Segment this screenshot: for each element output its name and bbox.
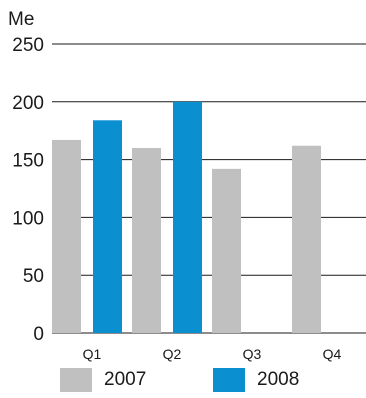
y-tick-label: 0 [33,324,44,345]
bar-2007-Q1 [52,139,81,333]
legend-label-2008: 2008 [257,369,300,390]
bar-2008-Q1 [93,120,122,334]
y-axis-label: Me [8,9,34,30]
y-tick-label: 150 [12,151,44,172]
bar-2007-Q4 [292,145,321,333]
legend: 2007 2008 [60,368,360,398]
x-tick-label: Q4 [323,346,342,362]
x-tick-label: Q2 [163,346,182,362]
y-tick-label: 100 [12,208,44,229]
y-tick-label: 50 [23,266,44,287]
x-tick-label: Q3 [243,346,262,362]
bar-2007-Q2 [132,148,161,333]
y-tick-label: 250 [12,35,44,56]
legend-label-2007: 2007 [104,369,147,390]
y-tick-label: 200 [12,93,44,114]
legend-swatch-2008 [213,368,245,392]
legend-swatch-2007 [60,368,92,392]
bar-2008-Q2 [173,101,202,333]
bar-2007-Q3 [212,168,241,333]
bars [52,101,321,334]
legend-item-2007: 2007 [60,368,146,392]
x-tick-label: Q1 [83,346,102,362]
x-tick-labels: Q1 Q2 Q3 Q4 [83,346,342,362]
y-tick-labels: 0 50 100 150 200 250 [12,35,44,345]
legend-item-2008: 2008 [213,368,299,392]
